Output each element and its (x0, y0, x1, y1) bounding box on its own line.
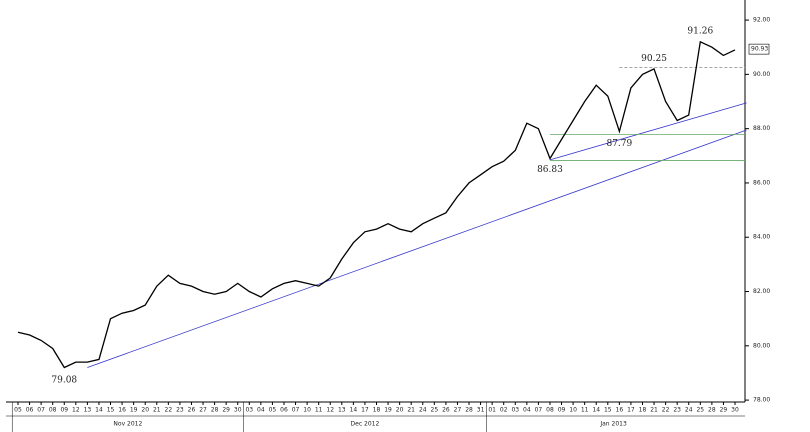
x-tick-label: 11 (581, 407, 589, 414)
x-tick-label: 10 (303, 407, 311, 414)
x-tick-label: 07 (37, 407, 45, 414)
x-tick-label: 16 (118, 407, 126, 414)
x-tick-label: 12 (72, 407, 80, 414)
annotation: 90.25 (641, 54, 667, 64)
x-tick-label: 05 (14, 407, 22, 414)
x-tick-label: 03 (245, 407, 253, 414)
x-tick-label: 07 (292, 407, 300, 414)
x-tick-label: 15 (107, 407, 115, 414)
x-tick-label: 07 (535, 407, 543, 414)
x-tick-label: 22 (165, 407, 173, 414)
y-tick-label: 86.00 (753, 179, 770, 186)
group-label: Jan 2013 (599, 421, 627, 428)
x-tick-label: 04 (523, 407, 531, 414)
group-label: Nov 2012 (113, 421, 142, 428)
x-tick-label: 18 (639, 407, 647, 414)
x-tick-label: 22 (662, 407, 670, 414)
x-tick-label: 14 (592, 407, 600, 414)
x-tick-label: 27 (454, 407, 462, 414)
x-tick-label: 21 (650, 407, 658, 414)
x-tick-label: 14 (95, 407, 103, 414)
group-label: Dec 2012 (351, 421, 380, 428)
x-tick-label: 11 (315, 407, 323, 414)
x-tick-label: 13 (338, 407, 346, 414)
x-tick-label: 25 (431, 407, 439, 414)
x-tick-label: 09 (60, 407, 68, 414)
x-tick-label: 18 (373, 407, 381, 414)
annotation: 87.79 (606, 139, 632, 149)
annotation: 91.26 (687, 27, 713, 37)
last-price-label: 90.93 (751, 46, 768, 53)
last-price-box (748, 43, 770, 55)
x-tick-label: 01 (488, 407, 496, 414)
x-tick-label: 28 (211, 407, 219, 414)
x-tick-label: 29 (720, 407, 728, 414)
annotation: 86.83 (537, 165, 563, 175)
x-tick-label: 24 (419, 407, 427, 414)
y-tick-label: 90.00 (753, 71, 770, 78)
x-tick-label: 28 (708, 407, 716, 414)
y-tick-label: 82.00 (753, 288, 770, 295)
x-tick-label: 20 (396, 407, 404, 414)
x-tick-label: 19 (384, 407, 392, 414)
x-tick-label: 24 (685, 407, 693, 414)
x-tick-label: 12 (326, 407, 334, 414)
price-line (17, 40, 736, 369)
y-tick-label: 78.00 (753, 397, 770, 404)
annotation: 79.08 (51, 375, 77, 385)
x-tick-label: 13 (84, 407, 92, 414)
trendline (87, 129, 747, 368)
y-tick-label: 80.00 (753, 342, 770, 349)
trendline (549, 102, 747, 161)
x-tick-label: 21 (153, 407, 161, 414)
x-tick-label: 09 (558, 407, 566, 414)
x-tick-label: 25 (696, 407, 704, 414)
x-tick-label: 26 (188, 407, 196, 414)
x-tick-label: 06 (26, 407, 34, 414)
y-tick-label: 84.00 (753, 234, 770, 241)
x-tick-label: 06 (280, 407, 288, 414)
x-tick-label: 28 (465, 407, 473, 414)
x-tick-label: 23 (176, 407, 184, 414)
x-tick-label: 02 (500, 407, 508, 414)
x-tick-label: 17 (361, 407, 369, 414)
x-tick-label: 19 (130, 407, 138, 414)
x-tick-label: 26 (442, 407, 450, 414)
x-tick-label: 31 (477, 407, 485, 414)
x-tick-label: 29 (222, 407, 230, 414)
x-tick-label: 30 (731, 407, 739, 414)
x-tick-label: 21 (407, 407, 415, 414)
x-tick-label: 17 (627, 407, 635, 414)
x-tick-label: 20 (141, 407, 149, 414)
y-tick-label: 92.00 (753, 17, 770, 24)
x-tick-label: 23 (673, 407, 681, 414)
y-tick-label: 88.00 (753, 125, 770, 132)
x-tick-label: 27 (199, 407, 207, 414)
x-tick-label: 16 (616, 407, 624, 414)
x-tick-label: 15 (604, 407, 612, 414)
x-tick-label: 05 (269, 407, 277, 414)
x-tick-label: 08 (546, 407, 554, 414)
x-tick-label: 08 (49, 407, 57, 414)
x-tick-label: 04 (257, 407, 265, 414)
x-tick-label: 10 (569, 407, 577, 414)
x-tick-label: 30 (234, 407, 242, 414)
x-tick-label: 14 (350, 407, 358, 414)
x-tick-label: 03 (511, 407, 519, 414)
